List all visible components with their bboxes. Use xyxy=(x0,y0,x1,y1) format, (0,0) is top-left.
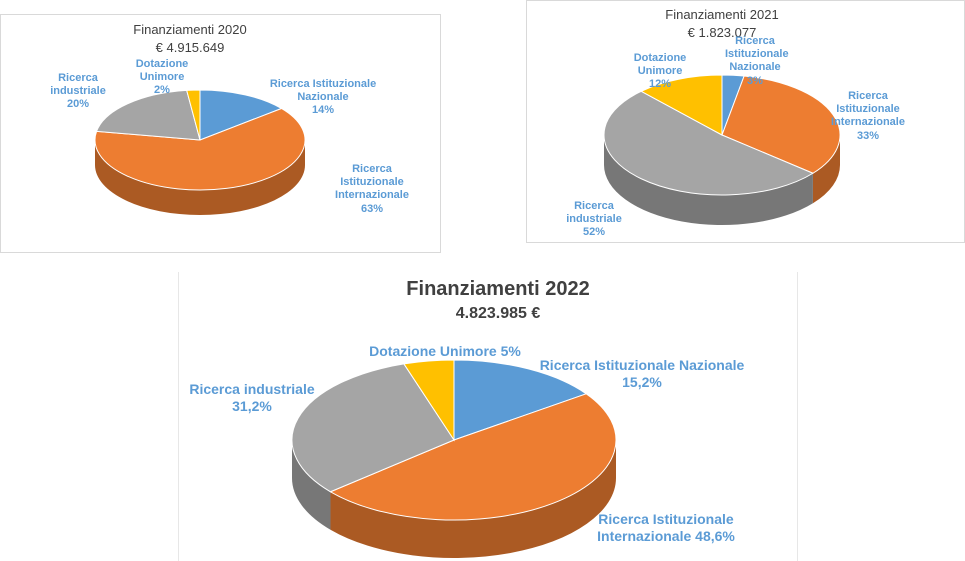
category-label: Ricerca industriale xyxy=(50,72,106,98)
pie-slice xyxy=(291,363,455,493)
pie-slice-side xyxy=(95,140,305,215)
pie-slice xyxy=(453,359,588,441)
pie-slice xyxy=(603,90,815,196)
value-label: 48,6% xyxy=(695,527,735,544)
category-label: Ricerca Istituzionale Nazionale xyxy=(269,78,377,104)
category-label: Ricerca industriale xyxy=(566,200,622,226)
chart-subtitle: 4.823.985 € xyxy=(455,305,541,322)
value-label: 14% xyxy=(311,104,335,117)
value-label: 63% xyxy=(360,202,384,215)
category-label: Dotazione Unimore xyxy=(369,343,497,359)
value-label: 31,2% xyxy=(232,397,272,414)
pie-slice-side xyxy=(292,440,331,530)
data-label: Ricerca Istituzionale Nazionale 15,2% xyxy=(527,357,757,391)
value-label: 52% xyxy=(582,226,606,239)
category-label: Dotazione Unimore xyxy=(633,52,687,78)
category-label: Dotazione Unimore xyxy=(135,58,189,84)
category-label: Ricerca Istituzionale Internazionale xyxy=(831,90,905,129)
chart-frame xyxy=(0,14,441,253)
value-label: 15,2% xyxy=(622,373,662,390)
pie-slice xyxy=(721,75,841,174)
pie-slice-side xyxy=(604,135,813,226)
category-label: Ricerca industriale xyxy=(189,381,315,397)
value-label: 12% xyxy=(648,78,672,91)
chart-title: Finanziamenti 2020 xyxy=(133,22,247,37)
category-label: Ricerca Istituzionale Nazionale xyxy=(539,357,745,373)
pie-slice-side xyxy=(330,440,617,558)
chart-subtitle: € 1.823.077 xyxy=(687,24,757,40)
chart-title: Finanziamenti 2022 xyxy=(406,278,590,300)
data-label: Ricerca Istituzionale Nazionale 14% xyxy=(268,78,378,118)
category-label: Ricerca Istituzionale Internazionale xyxy=(597,511,734,544)
data-label: Dotazione Unimore 5% xyxy=(335,343,555,360)
pie-slice xyxy=(199,89,283,141)
category-label: Ricerca Istituzionale Nazionale xyxy=(725,35,789,74)
pie-slice xyxy=(329,393,617,521)
chart-title: Finanziamenti 2021 xyxy=(665,7,779,22)
data-label: Ricerca industriale 20% xyxy=(43,72,113,112)
pie-slice xyxy=(640,74,723,136)
value-label: 33% xyxy=(856,129,880,142)
value-label: 5% xyxy=(500,343,521,359)
data-label: Dotazione Unimore 2% xyxy=(127,58,197,98)
value-label: 20% xyxy=(66,98,90,111)
data-label: Ricerca industriale 31,2% xyxy=(182,381,322,415)
category-label: Ricerca Istituzionale Internazionale xyxy=(335,163,409,202)
pie-slice xyxy=(403,359,455,442)
data-label: Ricerca Istituzionale Nazionale 3% xyxy=(725,35,789,88)
data-label: Ricerca Istituzionale Internazionale 63% xyxy=(327,163,417,216)
chart-subtitle: € 4.915.649 xyxy=(155,39,225,55)
data-label: Dotazione Unimore 12% xyxy=(625,52,695,92)
data-label: Ricerca industriale 52% xyxy=(559,200,629,240)
data-label: Ricerca Istituzionale Internazionale 33% xyxy=(823,90,913,143)
pie-slice xyxy=(94,107,306,191)
pie-slice-side xyxy=(812,135,840,204)
value-label: 2% xyxy=(154,84,170,97)
value-label: 3% xyxy=(747,74,763,87)
pie-slice xyxy=(95,89,201,141)
pie-slice xyxy=(186,89,201,141)
data-label: Ricerca Istituzionale Internazionale 48,… xyxy=(571,511,761,545)
